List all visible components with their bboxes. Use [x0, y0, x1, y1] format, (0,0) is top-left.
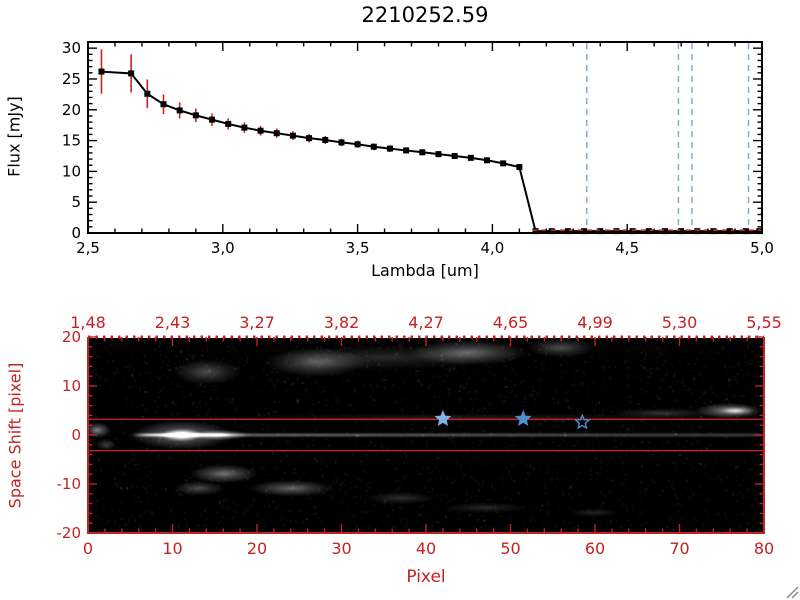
svg-text:5,0: 5,0 — [750, 239, 774, 257]
svg-text:15: 15 — [62, 132, 81, 150]
svg-text:10: 10 — [62, 377, 81, 395]
error-bars — [100, 49, 761, 233]
svg-text:20: 20 — [62, 328, 81, 346]
svg-text:70: 70 — [669, 539, 689, 558]
star-markers — [434, 409, 591, 430]
star-icon — [514, 409, 532, 426]
data-markers — [98, 68, 763, 235]
svg-text:-20: -20 — [57, 524, 82, 542]
image-frame — [87, 337, 765, 534]
guide-vlines — [586, 43, 750, 232]
image-ticks — [87, 336, 765, 534]
spectrum-line — [101, 70, 760, 233]
svg-text:4,5: 4,5 — [615, 239, 639, 257]
svg-text:30: 30 — [62, 39, 81, 57]
svg-text:60: 60 — [585, 539, 605, 558]
svg-text:2,43: 2,43 — [155, 313, 191, 332]
grip-line — [791, 591, 799, 599]
svg-text:80: 80 — [754, 539, 774, 558]
svg-text:3,5: 3,5 — [346, 239, 370, 257]
spectrum-tick-labels: 2,5 3,0 3,5 4,0 4,5 5,0 0 5 10 15 20 25 30 — [62, 39, 774, 257]
spectrum-frame — [87, 41, 763, 234]
plot-title: 2210252.59 — [361, 3, 489, 27]
star-icon — [434, 410, 452, 426]
svg-text:20: 20 — [62, 101, 81, 119]
svg-text:5,30: 5,30 — [662, 313, 698, 332]
space-shift-axis-label: Space Shift [pixel] — [5, 362, 25, 509]
svg-text:20: 20 — [247, 539, 267, 558]
svg-text:0: 0 — [71, 224, 81, 242]
spectrum-ticks — [87, 42, 763, 234]
pixel-axis-label: Pixel — [406, 567, 446, 587]
svg-text:10: 10 — [162, 539, 182, 558]
spectrum-chart: 2,5 3,0 3,5 4,0 4,5 5,0 0 5 10 15 20 25 30 — [62, 39, 774, 257]
svg-text:5: 5 — [71, 193, 81, 211]
svg-text:1,48: 1,48 — [70, 313, 106, 332]
svg-text:4,99: 4,99 — [577, 313, 613, 332]
resize-grip[interactable] — [783, 583, 799, 599]
svg-text:3,0: 3,0 — [211, 239, 235, 257]
svg-text:-10: -10 — [57, 475, 82, 493]
spectral-image-axes: 1,48 2,43 3,27 3,82 4,27 4,65 4,99 5,30 5,55 0 10 2… — [57, 313, 782, 558]
svg-text:30: 30 — [331, 539, 351, 558]
svg-text:3,27: 3,27 — [239, 313, 275, 332]
svg-text:5,55: 5,55 — [746, 313, 782, 332]
svg-text:3,82: 3,82 — [324, 313, 360, 332]
svg-text:4,27: 4,27 — [408, 313, 444, 332]
grip-line — [786, 586, 799, 599]
svg-text:50: 50 — [500, 539, 520, 558]
image-tick-labels: 1,48 2,43 3,27 3,82 4,27 4,65 4,99 5,30 5,55 0 10 2… — [57, 313, 782, 558]
svg-text:4,0: 4,0 — [480, 239, 504, 257]
star-icon — [573, 413, 591, 430]
aperture-guide-lines — [88, 418, 764, 452]
spectral-image — [89, 338, 763, 532]
svg-text:2,5: 2,5 — [76, 239, 100, 257]
svg-text:4,65: 4,65 — [493, 313, 529, 332]
svg-text:0: 0 — [83, 539, 93, 558]
svg-text:0: 0 — [71, 426, 81, 444]
svg-text:40: 40 — [416, 539, 436, 558]
lambda-axis-label: Lambda [um] — [371, 261, 479, 280]
svg-text:10: 10 — [62, 162, 81, 180]
svg-text:25: 25 — [62, 70, 81, 88]
